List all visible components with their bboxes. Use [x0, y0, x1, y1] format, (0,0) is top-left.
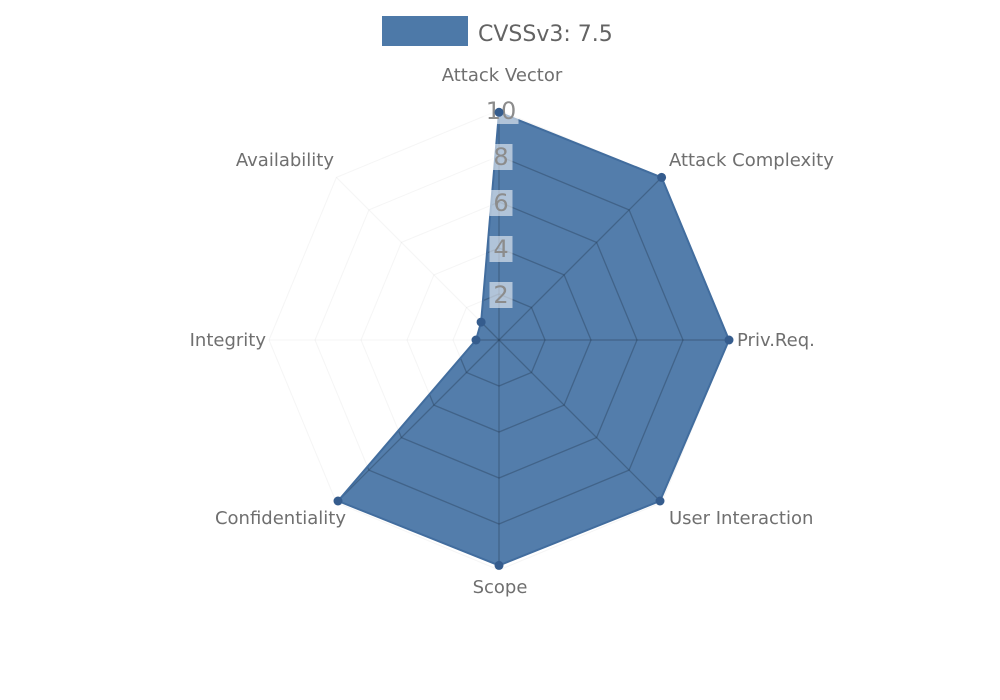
radial-tick-box: [489, 190, 513, 216]
data-point-marker: [494, 560, 504, 570]
radial-tick-box: [489, 282, 513, 308]
radial-tick-box: [489, 236, 513, 262]
axis-label-integrity: Integrity: [190, 330, 267, 351]
data-point-marker: [657, 172, 667, 182]
data-point-marker: [476, 317, 486, 327]
data-point-marker: [471, 335, 481, 345]
radial-tick-box: [489, 144, 513, 170]
data-polygon-fill: [338, 112, 729, 566]
axis-label-user-interaction: User Interaction: [669, 508, 813, 529]
radial-tick-label: 2: [493, 281, 508, 309]
radial-tick-label: 4: [493, 235, 508, 263]
data-point-marker: [655, 496, 665, 506]
axis-label-attack-vector: Attack Vector: [442, 65, 563, 86]
axis-labels: Attack Vector Attack Complexity Priv.Req. U…: [190, 65, 835, 598]
data-point-markers: [333, 107, 734, 570]
legend-label: CVSSv3: 7.5: [478, 22, 613, 47]
radar-spoke: [336, 177, 500, 341]
axis-label-priv-req: Priv.Req.: [737, 330, 815, 351]
data-point-marker: [333, 496, 343, 506]
radar-spoke: [338, 339, 500, 504]
axis-label-confidentiality: Confidentiality: [215, 508, 346, 529]
radar-spoke: [498, 339, 663, 504]
axis-label-attack-complexity: Attack Complexity: [669, 150, 834, 171]
axis-label-scope: Scope: [473, 577, 528, 598]
radial-tick-label: 8: [493, 143, 508, 171]
legend-swatch: [382, 16, 468, 46]
radial-tick-label: 6: [493, 189, 508, 217]
axis-label-availability: Availability: [236, 150, 334, 171]
data-point-marker: [494, 107, 504, 117]
legend: CVSSv3: 7.5: [382, 16, 613, 47]
radar-spoke: [498, 176, 663, 341]
data-point-marker: [724, 335, 734, 345]
